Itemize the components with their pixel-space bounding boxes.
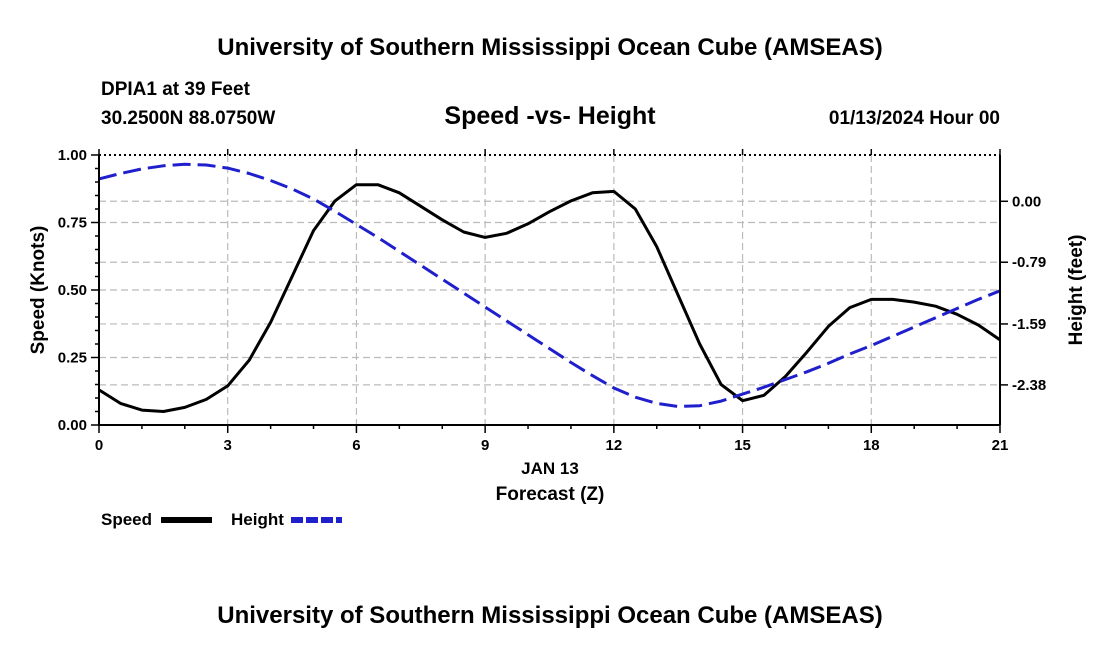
forecast-date-label: 01/13/2024 Hour 00: [829, 108, 1000, 129]
y2-tick-label: -2.38: [1012, 377, 1046, 394]
coordinates-label: 30.2500N 88.0750W: [101, 108, 275, 129]
x-axis-label: Forecast (Z): [496, 484, 605, 505]
x-tick-label: 6: [352, 437, 360, 454]
chart-title: Speed -vs- Height: [444, 102, 656, 130]
x-axis-ticks: 0 3 6 9 12 15 18 21: [95, 149, 1009, 454]
y2-tick-label: -1.59: [1012, 316, 1046, 333]
y-tick-label: 1.00: [58, 147, 87, 164]
station-label: DPIA1 at 39 Feet: [101, 79, 251, 100]
y2-tick-label: -0.79: [1012, 254, 1046, 271]
x-tick-label: 0: [95, 437, 103, 454]
y-axis-label: Speed (Knots): [28, 226, 49, 355]
y-tick-label: 0.25: [58, 350, 87, 367]
main-title: University of Southern Mississippi Ocean…: [217, 34, 882, 61]
x-tick-label: 18: [863, 437, 880, 454]
series-lines: [98, 162, 1001, 413]
footer-title: University of Southern Mississippi Ocean…: [217, 602, 882, 629]
y-tick-label: 0.50: [58, 282, 87, 299]
x-axis-date-label: JAN 13: [521, 459, 579, 478]
y-tick-label: 0.00: [58, 417, 87, 434]
x-tick-label: 21: [992, 437, 1009, 454]
grid-lines: [99, 155, 1000, 425]
speed-series-line: [98, 183, 1001, 413]
y2-axis-label: Height (feet): [1066, 235, 1087, 346]
y-tick-label: 0.75: [58, 215, 87, 232]
legend-speed-label: Speed: [101, 510, 152, 529]
y2-axis-ticks: 0.00 -0.79 -1.59 -2.38: [1000, 193, 1046, 394]
legend-height-label: Height: [231, 510, 284, 529]
height-series-line: [98, 162, 1001, 408]
plot-frame: [98, 154, 1001, 426]
x-tick-label: 3: [224, 437, 232, 454]
x-tick-label: 12: [606, 437, 623, 454]
x-tick-label: 9: [481, 437, 489, 454]
legend: Speed Height: [101, 510, 342, 529]
y-axis-ticks: 0.00 0.25 0.50 0.75 1.00: [58, 147, 99, 434]
x-tick-label: 15: [734, 437, 751, 454]
y2-tick-label: 0.00: [1012, 193, 1041, 210]
